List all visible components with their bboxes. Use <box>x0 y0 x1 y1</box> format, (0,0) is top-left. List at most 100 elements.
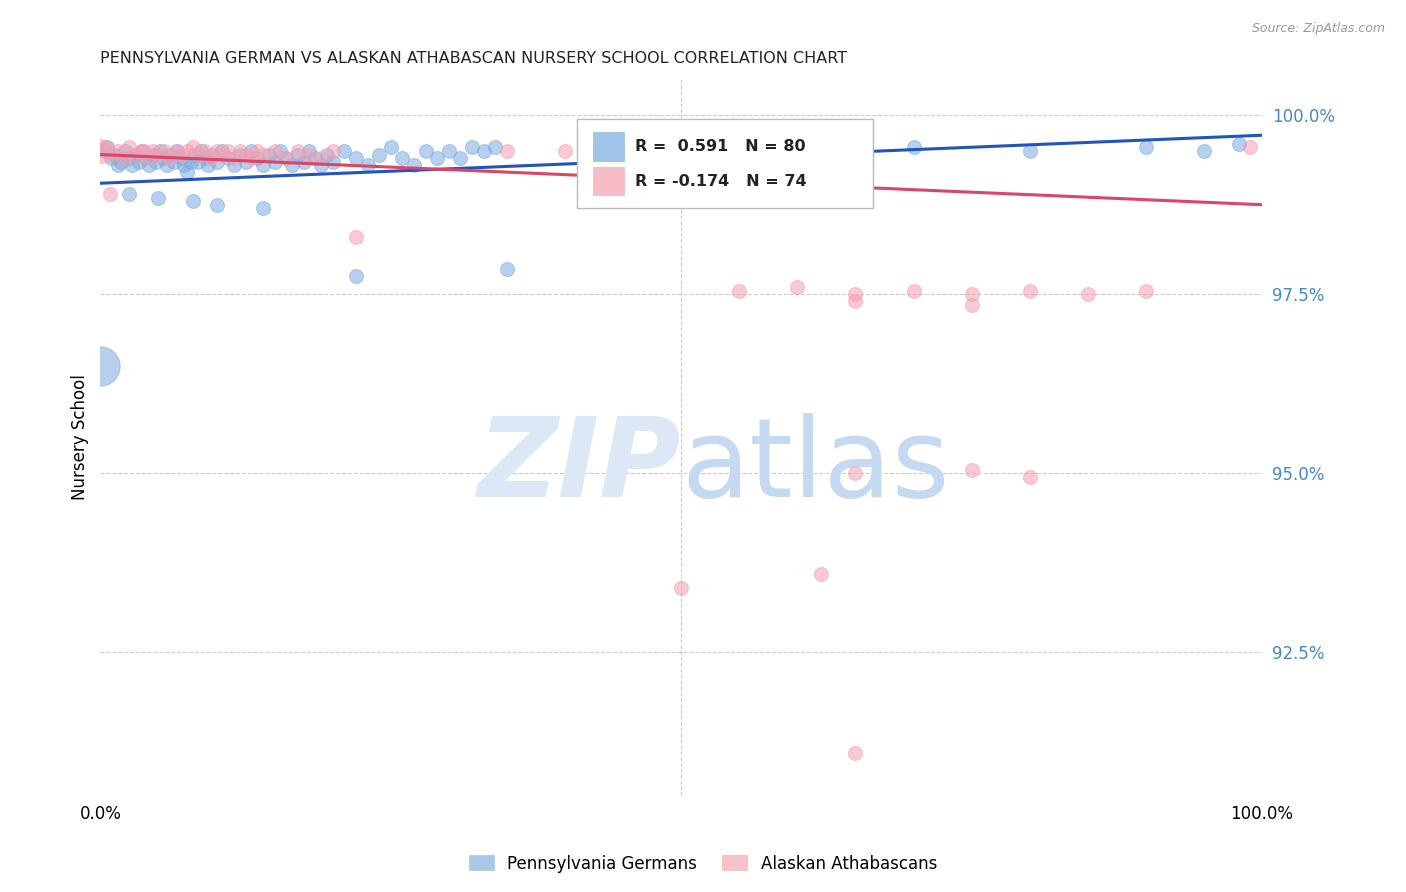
Point <box>165 144 187 158</box>
Point <box>461 140 484 154</box>
Point <box>960 463 983 477</box>
Point <box>1239 140 1261 154</box>
Point <box>728 284 751 298</box>
Point <box>1227 136 1250 151</box>
Point <box>496 262 519 277</box>
Point <box>149 144 172 158</box>
Point <box>276 151 298 165</box>
Point <box>169 151 191 165</box>
Point <box>190 144 212 158</box>
Point <box>1018 144 1040 158</box>
Point <box>333 144 356 158</box>
Point <box>844 294 866 309</box>
Point <box>205 144 228 158</box>
Point <box>380 140 402 154</box>
Point <box>844 746 866 760</box>
Point <box>138 158 160 172</box>
Point <box>322 154 344 169</box>
Text: Source: ZipAtlas.com: Source: ZipAtlas.com <box>1251 22 1385 36</box>
Point <box>89 359 111 373</box>
Point <box>960 287 983 301</box>
Point <box>257 147 280 161</box>
Point <box>93 144 115 158</box>
Point <box>173 158 195 172</box>
Point <box>124 147 146 161</box>
Point <box>1077 287 1099 301</box>
Point <box>1135 140 1157 154</box>
Point <box>187 154 209 169</box>
Point <box>450 151 472 165</box>
Point <box>786 144 808 158</box>
Point <box>153 144 176 158</box>
Point <box>402 158 425 172</box>
Point <box>162 154 184 169</box>
Point <box>235 147 257 161</box>
Point <box>181 194 204 208</box>
Text: PENNSYLVANIA GERMAN VS ALASKAN ATHABASCAN NURSERY SCHOOL CORRELATION CHART: PENNSYLVANIA GERMAN VS ALASKAN ATHABASCA… <box>100 51 848 66</box>
Point <box>222 151 245 165</box>
Point <box>229 147 252 161</box>
Point <box>903 140 925 154</box>
Point <box>205 154 228 169</box>
Point <box>344 269 367 284</box>
Point <box>252 158 274 172</box>
Point <box>188 147 211 161</box>
Point <box>222 158 245 172</box>
FancyBboxPatch shape <box>576 119 873 209</box>
Point <box>148 147 170 161</box>
Point <box>170 147 193 161</box>
Point <box>484 140 506 154</box>
Point <box>107 158 129 172</box>
Point <box>252 147 274 161</box>
Point <box>368 147 391 161</box>
Text: R = -0.174   N = 74: R = -0.174 N = 74 <box>634 174 807 188</box>
Point <box>240 151 263 165</box>
Point <box>211 147 233 161</box>
Point <box>96 140 118 154</box>
Point <box>1018 470 1040 484</box>
Point <box>844 467 866 481</box>
Point <box>426 151 449 165</box>
Point <box>194 151 217 165</box>
Point <box>263 144 285 158</box>
FancyBboxPatch shape <box>593 167 624 195</box>
Point <box>472 144 495 158</box>
Point <box>89 144 111 158</box>
Point <box>166 144 188 158</box>
Point <box>197 158 219 172</box>
Point <box>159 147 181 161</box>
Point <box>201 147 224 161</box>
Point <box>194 144 217 158</box>
Point <box>134 144 156 158</box>
Point <box>415 144 437 158</box>
Point <box>322 144 344 158</box>
Point <box>107 144 129 158</box>
Point <box>554 144 576 158</box>
Point <box>903 284 925 298</box>
Point <box>148 190 170 204</box>
Point <box>240 144 263 158</box>
Text: ZIP: ZIP <box>478 413 681 520</box>
Point <box>135 151 157 165</box>
Point <box>269 144 291 158</box>
Point <box>304 151 326 165</box>
Point <box>118 186 141 201</box>
Point <box>1135 284 1157 298</box>
Point <box>100 151 122 165</box>
Point <box>669 581 692 595</box>
Point <box>287 147 309 161</box>
Point <box>181 140 204 154</box>
Point <box>180 154 202 169</box>
Point <box>103 147 125 161</box>
Point <box>98 186 121 201</box>
Point <box>135 151 157 165</box>
Point <box>121 158 143 172</box>
Point <box>356 158 378 172</box>
Text: atlas: atlas <box>681 413 949 520</box>
Point <box>152 151 174 165</box>
Point <box>155 158 177 172</box>
Point <box>159 151 181 165</box>
Point <box>263 154 285 169</box>
Point <box>437 144 460 158</box>
Point <box>298 144 321 158</box>
